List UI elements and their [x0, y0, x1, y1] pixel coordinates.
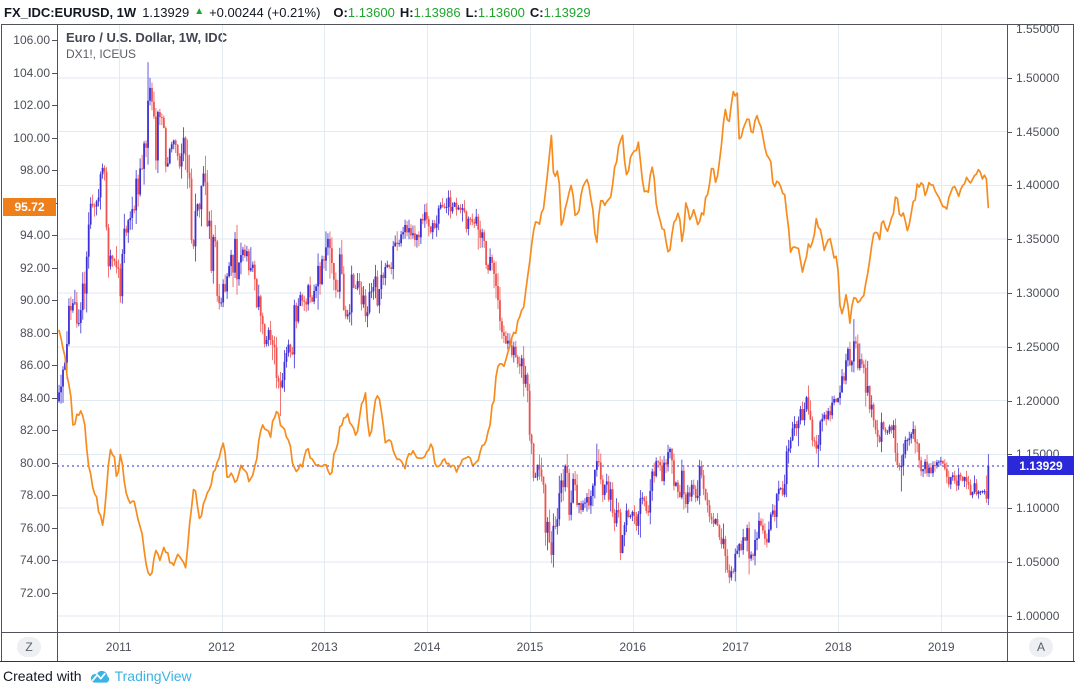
right-price-scale[interactable] [1007, 24, 1075, 632]
open-label: O: [333, 4, 348, 20]
open-value: 1.13600 [347, 4, 395, 20]
left-axis-tick: 100.00 [13, 130, 50, 145]
left-axis-tick: 88.00 [19, 325, 50, 340]
left-axis-tick: 78.00 [19, 488, 50, 503]
up-triangle-icon: ▲ [194, 6, 205, 17]
year-axis-tick: 2015 [516, 640, 544, 654]
legend-main-symbol[interactable]: Euro / U.S. Dollar, 1W, IDC [66, 30, 228, 45]
attribution: Created with TradingView [3, 665, 192, 687]
left-axis-tick: 72.00 [19, 585, 50, 600]
left-axis-tick: 84.00 [19, 390, 50, 405]
high-value: 1.13986 [413, 4, 461, 20]
left-price-scale[interactable] [0, 24, 57, 632]
close-value: 1.13929 [543, 4, 591, 20]
left-axis-tick: 90.00 [19, 293, 50, 308]
year-axis-tick: 2011 [105, 640, 132, 654]
last-price: 1.13929 [142, 4, 190, 20]
year-axis-tick: 2012 [208, 640, 235, 654]
left-axis-tick: 76.00 [19, 520, 50, 535]
low-value: 1.13600 [477, 4, 525, 20]
eurusd-price-label: 1.13929 [1008, 456, 1074, 476]
left-axis-tick: 104.00 [13, 65, 50, 80]
right-axis-tick: 1.20000 [1016, 393, 1060, 408]
close-label: C: [529, 4, 544, 20]
symbol-info-bar: FX_IDC:EURUSD, 1W 1.13929 ▲ +0.00244 (+0… [0, 0, 1075, 24]
left-axis-tick: 86.00 [19, 358, 50, 373]
left-axis-tick: 94.00 [19, 228, 50, 243]
year-axis-tick: 2014 [413, 640, 441, 654]
symbol-name[interactable]: FX_IDC:EURUSD, 1W [4, 4, 137, 20]
high-label: H: [399, 4, 414, 20]
year-axis-tick: 2019 [927, 640, 955, 654]
price-change: +0.00244 (+0.21%) [209, 4, 321, 20]
year-axis-tick: 2013 [310, 640, 338, 654]
right-axis-tick: 1.50000 [1016, 70, 1060, 85]
left-axis-tick: 102.00 [13, 98, 50, 113]
left-axis-tick: 74.00 [19, 553, 50, 568]
right-axis-tick: 1.10000 [1016, 501, 1060, 516]
year-axis-tick: 2016 [619, 640, 647, 654]
dxy-price-label: 95.72 [3, 198, 56, 217]
left-axis-tick: 82.00 [19, 423, 50, 438]
year-axis-tick: 2018 [825, 640, 852, 654]
auto-scale-button[interactable]: A [1029, 637, 1053, 657]
right-axis-tick: 1.05000 [1016, 555, 1060, 570]
tradingview-brand[interactable]: TradingView [114, 668, 192, 684]
right-axis-tick: 1.35000 [1016, 232, 1060, 247]
attribution-prefix: Created with [3, 668, 82, 684]
right-axis-tick: 1.40000 [1016, 178, 1060, 193]
low-label: L: [465, 4, 478, 20]
left-axis-tick: 106.00 [13, 33, 50, 48]
right-axis-tick: 1.45000 [1016, 124, 1060, 139]
year-axis-tick: 2017 [722, 640, 749, 654]
tradingview-logo-icon[interactable] [89, 668, 111, 684]
right-axis-tick: 1.00000 [1016, 608, 1060, 623]
time-scale[interactable] [57, 632, 1007, 661]
timezone-button[interactable]: Z [17, 637, 41, 657]
right-axis-tick: 1.25000 [1016, 339, 1060, 354]
legend-overlay-symbol[interactable]: DX1!, ICEUS [66, 47, 137, 61]
right-axis-tick: 1.55000 [1016, 22, 1060, 36]
left-axis-tick: 92.00 [19, 260, 50, 275]
right-axis-tick: 1.30000 [1016, 286, 1060, 301]
left-axis-tick: 80.00 [19, 455, 50, 470]
left-axis-tick: 98.00 [19, 163, 50, 178]
